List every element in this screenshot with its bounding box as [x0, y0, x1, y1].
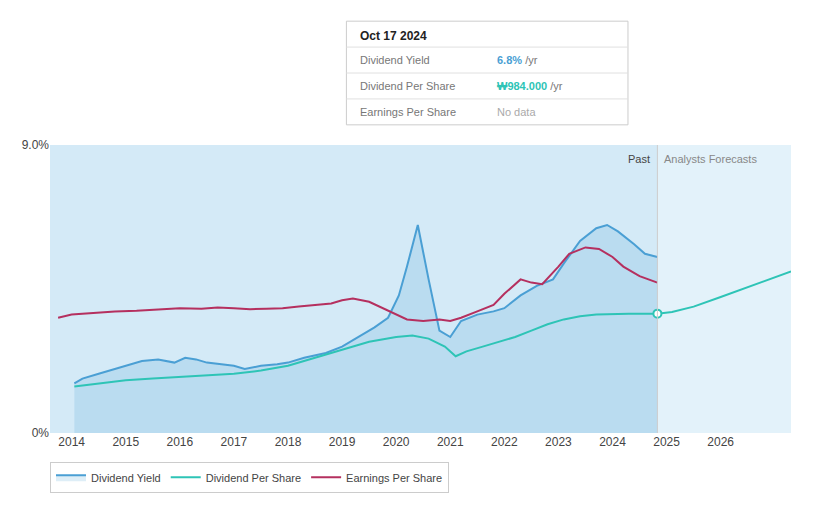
- svg-text:2025: 2025: [653, 435, 680, 449]
- svg-text:2019: 2019: [329, 435, 356, 449]
- svg-text:6.8% /yr: 6.8% /yr: [497, 54, 538, 66]
- svg-text:No data: No data: [497, 106, 536, 118]
- svg-text:Past: Past: [628, 153, 650, 165]
- svg-text:9.0%: 9.0%: [22, 138, 50, 152]
- svg-text:Dividend Yield: Dividend Yield: [91, 472, 161, 484]
- svg-text:2022: 2022: [491, 435, 518, 449]
- svg-text:Analysts Forecasts: Analysts Forecasts: [664, 153, 757, 165]
- svg-text:2024: 2024: [599, 435, 626, 449]
- svg-text:Dividend Per Share: Dividend Per Share: [360, 80, 455, 92]
- svg-text:Oct 17 2024: Oct 17 2024: [360, 29, 427, 43]
- svg-text:2023: 2023: [545, 435, 572, 449]
- svg-text:0%: 0%: [32, 426, 50, 440]
- svg-text:2015: 2015: [112, 435, 139, 449]
- svg-text:2020: 2020: [383, 435, 410, 449]
- svg-text:2017: 2017: [221, 435, 248, 449]
- svg-text:Earnings Per Share: Earnings Per Share: [360, 106, 456, 118]
- svg-text:2018: 2018: [275, 435, 302, 449]
- svg-text:2026: 2026: [707, 435, 734, 449]
- svg-text:Earnings Per Share: Earnings Per Share: [346, 472, 442, 484]
- svg-text:2014: 2014: [58, 435, 85, 449]
- svg-text:Dividend Per Share: Dividend Per Share: [206, 472, 301, 484]
- svg-text:2021: 2021: [437, 435, 464, 449]
- svg-text:Dividend Yield: Dividend Yield: [360, 54, 430, 66]
- svg-text:₩984.000 /yr: ₩984.000 /yr: [497, 80, 563, 92]
- svg-text:2016: 2016: [166, 435, 193, 449]
